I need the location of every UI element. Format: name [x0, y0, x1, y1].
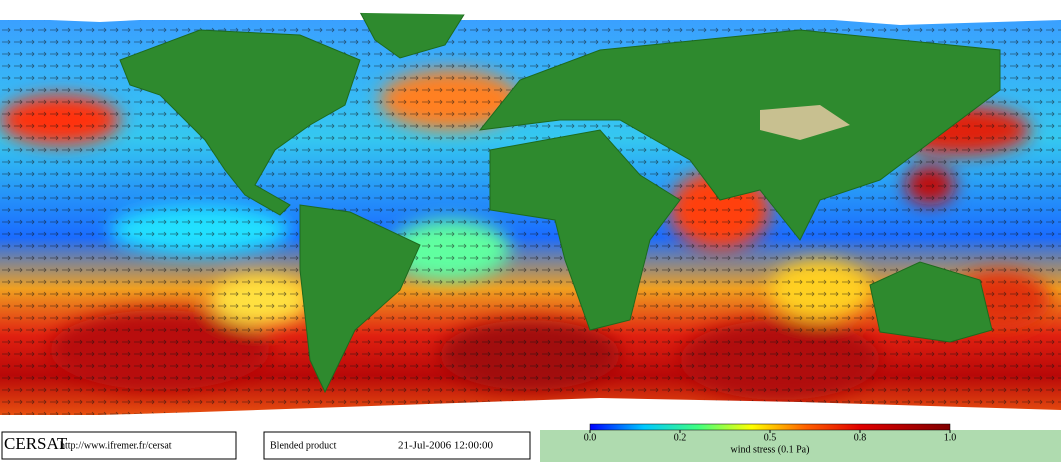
colorbar — [589, 423, 951, 431]
arctic-ice — [0, 0, 1061, 25]
colorbar-tick-label: 0.8 — [854, 432, 867, 443]
product-box — [263, 431, 531, 460]
logo-box — [1, 431, 237, 460]
url: http://www.ifremer.fr/cersat — [60, 440, 172, 451]
logo: CERSAT — [4, 434, 68, 453]
land — [119, 4, 1001, 394]
plateau — [760, 105, 850, 140]
product: Blended product — [270, 440, 337, 451]
colorbar-tick-label: 0.0 — [584, 432, 597, 443]
colorbar-tick-label: 0.2 — [674, 432, 687, 443]
antarctic-land — [540, 430, 1061, 462]
date: 21-Jul-2006 12:00:00 — [398, 440, 494, 452]
antarctica — [0, 398, 1061, 430]
colorbar-tick-label: 1.0 — [944, 432, 957, 443]
colorbar-tick-label: 0.5 — [764, 432, 777, 443]
colorbar-label: wind stress (0.1 Pa) — [731, 444, 810, 455]
